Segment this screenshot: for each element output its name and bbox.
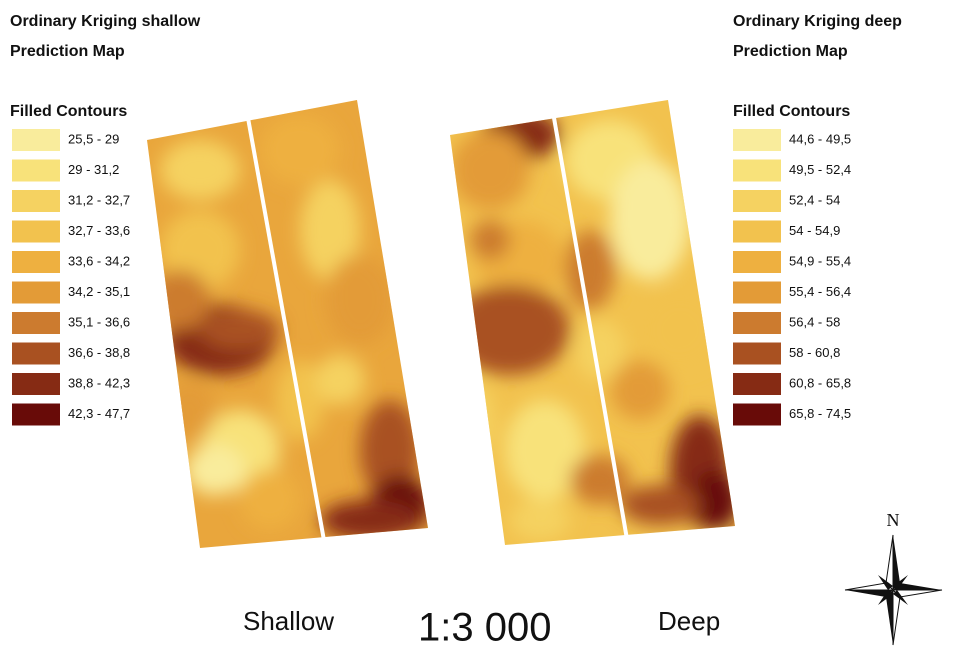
north-label: N bbox=[887, 510, 900, 530]
legend-swatch bbox=[12, 343, 60, 365]
legend-label: 32,7 - 33,6 bbox=[68, 223, 130, 238]
legend-swatch bbox=[733, 160, 781, 182]
legend-swatch bbox=[733, 190, 781, 212]
legend-swatch bbox=[12, 251, 60, 273]
contour-patch bbox=[565, 230, 615, 310]
legend-label: 36,6 - 38,8 bbox=[68, 345, 130, 360]
contour-patch bbox=[150, 270, 210, 330]
legend-label: 65,8 - 74,5 bbox=[789, 406, 851, 421]
legend-label: 60,8 - 65,8 bbox=[789, 375, 851, 390]
legend-label: 33,6 - 34,2 bbox=[68, 253, 130, 268]
legend-swatch bbox=[733, 343, 781, 365]
legend-swatch bbox=[733, 221, 781, 243]
contour-patch bbox=[320, 500, 420, 540]
legend-label: 52,4 - 54 bbox=[789, 192, 840, 207]
legend-swatch bbox=[733, 373, 781, 395]
legend-swatch bbox=[12, 312, 60, 334]
contour-patch bbox=[325, 255, 395, 345]
contour-patch bbox=[610, 160, 690, 280]
contour-patch bbox=[240, 470, 300, 530]
contour-patch bbox=[510, 500, 570, 540]
legend-title: Filled Contours bbox=[733, 103, 850, 120]
contour-patch bbox=[640, 290, 720, 370]
contour-patch bbox=[450, 130, 530, 210]
contour-patch bbox=[450, 285, 570, 375]
contour-patch bbox=[200, 310, 280, 350]
legend-label: 49,5 - 52,4 bbox=[789, 162, 851, 177]
contour-patch bbox=[315, 355, 365, 405]
legend-label: 54,9 - 55,4 bbox=[789, 253, 851, 268]
legend-swatch bbox=[12, 373, 60, 395]
contour-patch bbox=[165, 380, 215, 440]
legend-swatch bbox=[12, 129, 60, 151]
legend-swatch bbox=[733, 312, 781, 334]
shallow-map bbox=[140, 95, 440, 555]
legend-swatch bbox=[733, 129, 781, 151]
north-arrow: N bbox=[845, 510, 942, 645]
contour-patch bbox=[470, 220, 510, 260]
legend-label: 56,4 - 58 bbox=[789, 314, 840, 329]
map-title: Ordinary Kriging deep bbox=[733, 13, 902, 30]
contour-patch bbox=[160, 140, 240, 200]
legend-label: 55,4 - 56,4 bbox=[789, 284, 851, 299]
shallow-label: Shallow bbox=[243, 606, 334, 636]
legend-title: Filled Contours bbox=[10, 103, 127, 120]
contour-patch bbox=[445, 380, 495, 460]
legend-swatch bbox=[12, 221, 60, 243]
legend-label: 29 - 31,2 bbox=[68, 162, 119, 177]
legend-swatch bbox=[733, 282, 781, 304]
contour-patch bbox=[185, 445, 245, 495]
figure: Ordinary Kriging shallow Prediction Map … bbox=[0, 0, 954, 650]
map-subtitle: Prediction Map bbox=[10, 43, 125, 60]
legend-label: 31,2 - 32,7 bbox=[68, 192, 130, 207]
legend-label: 54 - 54,9 bbox=[789, 223, 840, 238]
map-title: Ordinary Kriging shallow bbox=[10, 13, 201, 30]
legend-label: 25,5 - 29 bbox=[68, 131, 119, 146]
legend-label: 35,1 - 36,6 bbox=[68, 314, 130, 329]
legend-swatch bbox=[12, 190, 60, 212]
legend-swatch bbox=[12, 160, 60, 182]
contour-patch bbox=[620, 485, 700, 525]
legend-label: 58 - 60,8 bbox=[789, 345, 840, 360]
scale-label: 1:3 000 bbox=[418, 606, 551, 650]
legend-label: 44,6 - 49,5 bbox=[789, 131, 851, 146]
legend-label: 42,3 - 47,7 bbox=[68, 406, 130, 421]
legend-swatch bbox=[733, 404, 781, 426]
legend-swatch bbox=[12, 282, 60, 304]
contour-patch bbox=[260, 115, 340, 185]
legend-swatch bbox=[12, 404, 60, 426]
legend-label: 34,2 - 35,1 bbox=[68, 284, 130, 299]
map-subtitle: Prediction Map bbox=[733, 43, 848, 60]
contour-patch bbox=[575, 320, 625, 380]
deep-label: Deep bbox=[658, 606, 720, 636]
deep-map bbox=[440, 95, 750, 555]
legend-swatch bbox=[733, 251, 781, 273]
legend-label: 38,8 - 42,3 bbox=[68, 375, 130, 390]
